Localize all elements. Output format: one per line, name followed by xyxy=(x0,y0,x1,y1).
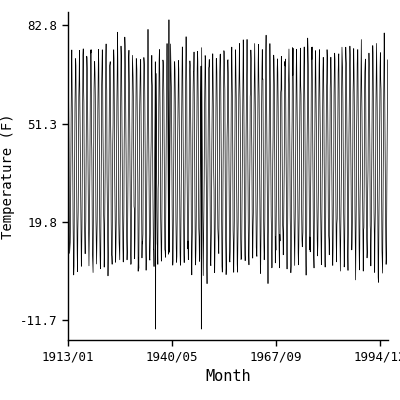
Y-axis label: Temperature (F): Temperature (F) xyxy=(0,113,14,239)
X-axis label: Month: Month xyxy=(205,369,251,384)
